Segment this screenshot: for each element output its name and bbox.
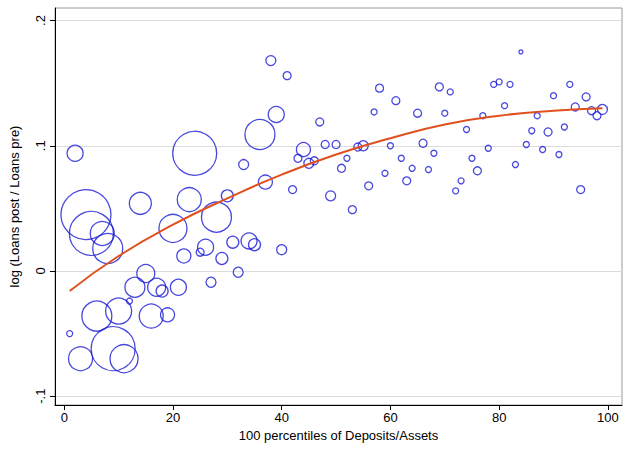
svg-text:-.1: -.1 bbox=[33, 389, 48, 404]
svg-text:log (Loans post / Loans pre): log (Loans post / Loans pre) bbox=[7, 126, 22, 288]
svg-text:100: 100 bbox=[597, 410, 619, 425]
svg-text:80: 80 bbox=[492, 410, 506, 425]
svg-text:.1: .1 bbox=[33, 140, 48, 151]
svg-text:100 percentiles of Deposits/As: 100 percentiles of Deposits/Assets bbox=[239, 428, 439, 443]
svg-text:0: 0 bbox=[33, 267, 48, 274]
svg-text:0: 0 bbox=[61, 410, 68, 425]
svg-text:40: 40 bbox=[274, 410, 288, 425]
svg-text:.2: .2 bbox=[33, 15, 48, 26]
svg-text:20: 20 bbox=[166, 410, 180, 425]
svg-text:60: 60 bbox=[383, 410, 397, 425]
